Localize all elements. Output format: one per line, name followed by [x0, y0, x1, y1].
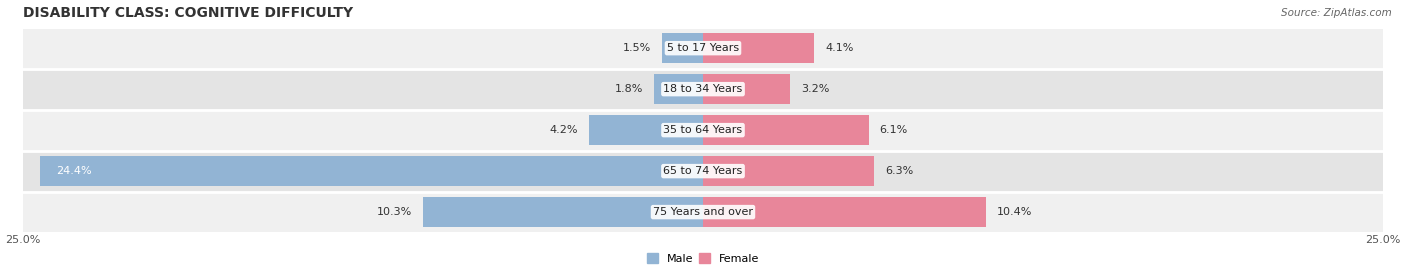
Bar — [24, 110, 1382, 151]
Text: 18 to 34 Years: 18 to 34 Years — [664, 84, 742, 94]
Bar — [24, 28, 1382, 69]
Bar — [24, 69, 1382, 110]
Bar — [589, 115, 703, 145]
Text: 1.8%: 1.8% — [614, 84, 643, 94]
Bar — [703, 156, 875, 186]
Text: Source: ZipAtlas.com: Source: ZipAtlas.com — [1281, 8, 1392, 18]
Text: 10.4%: 10.4% — [997, 207, 1032, 217]
Bar — [24, 151, 1382, 192]
Text: DISABILITY CLASS: COGNITIVE DIFFICULTY: DISABILITY CLASS: COGNITIVE DIFFICULTY — [24, 6, 353, 19]
Text: 65 to 74 Years: 65 to 74 Years — [664, 166, 742, 176]
Bar — [39, 156, 703, 186]
Text: 4.2%: 4.2% — [550, 125, 578, 135]
Text: 6.1%: 6.1% — [880, 125, 908, 135]
Bar — [654, 75, 703, 104]
Bar — [703, 75, 790, 104]
Text: 35 to 64 Years: 35 to 64 Years — [664, 125, 742, 135]
Bar — [423, 197, 703, 227]
Text: 3.2%: 3.2% — [801, 84, 830, 94]
Text: 5 to 17 Years: 5 to 17 Years — [666, 43, 740, 53]
Bar — [703, 33, 814, 63]
Legend: Male, Female: Male, Female — [647, 254, 759, 264]
Bar — [24, 192, 1382, 232]
Bar — [662, 33, 703, 63]
Text: 10.3%: 10.3% — [377, 207, 412, 217]
Text: 75 Years and over: 75 Years and over — [652, 207, 754, 217]
Text: 24.4%: 24.4% — [56, 166, 91, 176]
Text: 4.1%: 4.1% — [825, 43, 853, 53]
Text: 6.3%: 6.3% — [886, 166, 914, 176]
Bar — [703, 197, 986, 227]
Bar — [703, 115, 869, 145]
Text: 1.5%: 1.5% — [623, 43, 651, 53]
